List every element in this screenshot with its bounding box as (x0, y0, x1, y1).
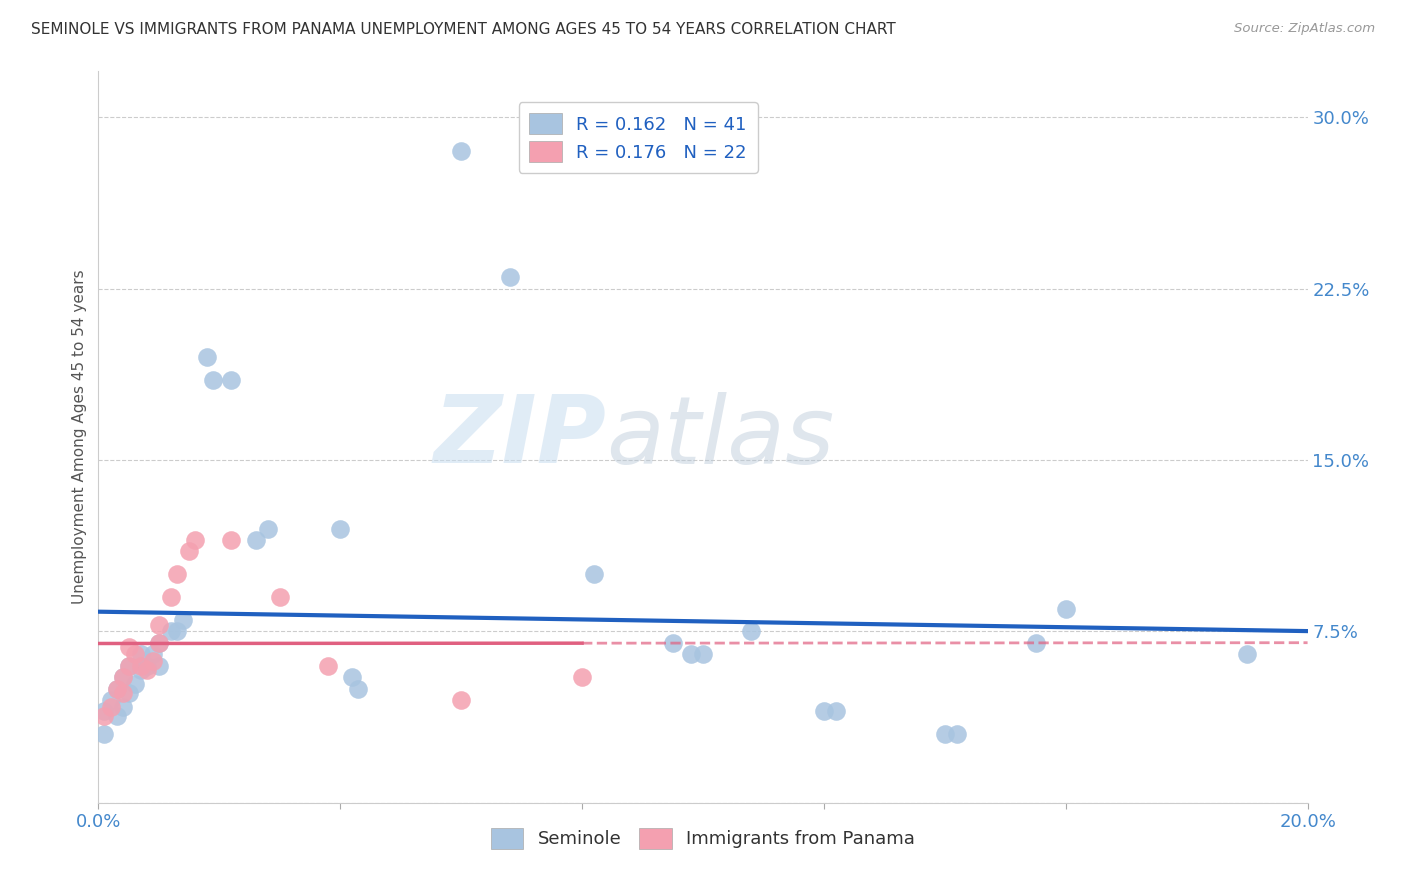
Point (111, 670, 134, 684)
Legend: Seminole, Immigrants from Panama: Seminole, Immigrants from Panama (479, 817, 927, 860)
Point (105, 681, 128, 696)
Point (269, 590, 291, 604)
Point (946, 727, 969, 741)
Text: Source: ZipAtlas.com: Source: ZipAtlas.com (1234, 22, 1375, 36)
Point (100, 693, 122, 707)
Point (450, 145, 472, 159)
Point (661, 636, 683, 650)
Point (221, 373, 243, 387)
Point (221, 533, 243, 547)
Point (124, 647, 146, 661)
Point (93, 727, 115, 741)
Point (329, 521, 352, 535)
Point (160, 624, 183, 639)
Point (813, 705, 835, 719)
Point (118, 640, 141, 655)
Point (172, 613, 194, 627)
Point (148, 636, 170, 650)
Text: atlas: atlas (606, 392, 835, 483)
Point (148, 658, 170, 673)
Point (316, 658, 339, 673)
Point (160, 590, 183, 604)
Point (129, 647, 152, 661)
Point (129, 663, 152, 677)
Point (111, 670, 134, 684)
Point (118, 686, 141, 700)
Text: ZIP: ZIP (433, 391, 606, 483)
Point (142, 647, 165, 661)
Point (93, 709, 115, 723)
Point (934, 727, 956, 741)
Point (118, 658, 141, 673)
Point (105, 681, 128, 696)
Point (93, 705, 115, 719)
Point (498, 270, 520, 285)
Point (135, 663, 157, 677)
Point (166, 567, 188, 582)
Point (118, 658, 141, 673)
Point (148, 636, 170, 650)
Text: SEMINOLE VS IMMIGRANTS FROM PANAMA UNEMPLOYMENT AMONG AGES 45 TO 54 YEARS CORREL: SEMINOLE VS IMMIGRANTS FROM PANAMA UNEMP… (31, 22, 896, 37)
Y-axis label: Unemployment Among Ages 45 to 54 years: Unemployment Among Ages 45 to 54 years (72, 269, 87, 605)
Point (679, 647, 702, 661)
Point (342, 670, 364, 684)
Point (135, 658, 157, 673)
Point (825, 705, 848, 719)
Point (740, 624, 762, 639)
Point (179, 544, 201, 558)
Point (111, 686, 134, 700)
Point (142, 654, 165, 668)
Point (124, 677, 146, 691)
Point (450, 693, 472, 707)
Point (245, 533, 267, 547)
Point (1024, 636, 1046, 650)
Point (100, 699, 122, 714)
Point (148, 617, 170, 632)
Point (583, 567, 606, 582)
Point (1054, 601, 1077, 615)
Point (129, 658, 152, 673)
Point (1236, 647, 1258, 661)
Point (184, 533, 207, 547)
Point (195, 350, 218, 364)
Point (571, 670, 593, 684)
Point (347, 681, 370, 696)
Point (256, 521, 278, 535)
Point (692, 647, 714, 661)
Point (202, 373, 225, 387)
Point (166, 624, 188, 639)
Point (105, 709, 128, 723)
Point (111, 699, 134, 714)
